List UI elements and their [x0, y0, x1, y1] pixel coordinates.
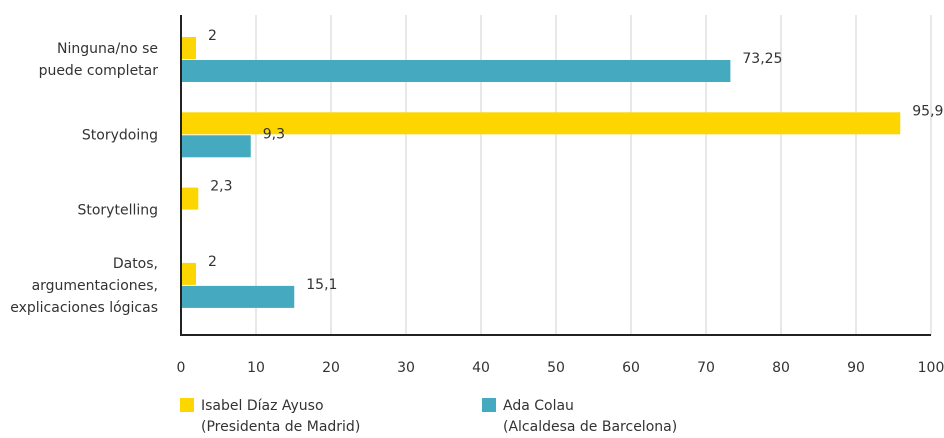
x-tick-label: 40 — [472, 360, 490, 376]
value-label: 2 — [208, 28, 217, 44]
legend-label: (Presidenta de Madrid) — [201, 419, 360, 435]
category-label: puede completar — [39, 63, 159, 79]
bar — [181, 135, 251, 158]
category-label: argumentaciones, — [32, 278, 158, 294]
bar — [181, 112, 901, 135]
legend-label: Isabel Díaz Ayuso — [201, 398, 324, 414]
x-tick-label: 0 — [177, 360, 186, 376]
x-tick-label: 80 — [772, 360, 790, 376]
bar — [181, 285, 295, 308]
x-tick-label: 50 — [547, 360, 565, 376]
bar — [181, 37, 196, 59]
x-tick-label: 20 — [322, 360, 340, 376]
value-label: 2 — [208, 254, 217, 270]
value-label: 2,3 — [210, 179, 232, 195]
bar — [181, 60, 731, 82]
x-tick-label: 60 — [622, 360, 640, 376]
x-tick-label: 70 — [697, 360, 715, 376]
x-tick-label: 10 — [247, 360, 265, 376]
legend-label: (Alcaldesa de Barcelona) — [503, 419, 677, 435]
bar — [181, 262, 196, 285]
value-label: 9,3 — [263, 126, 285, 142]
value-label: 15,1 — [306, 277, 337, 293]
value-label: 95,9 — [912, 103, 943, 119]
x-tick-label: 30 — [397, 360, 415, 376]
x-tick-label: 100 — [918, 360, 944, 376]
value-label: 73,25 — [742, 51, 782, 67]
category-label: Storydoing — [82, 127, 158, 143]
legend-swatch — [482, 398, 496, 412]
legend-swatch — [180, 398, 194, 412]
category-label: Datos, — [113, 256, 158, 272]
bar — [181, 187, 199, 210]
category-label: explicaciones lógicas — [10, 300, 158, 316]
category-label: Ninguna/no se — [57, 41, 158, 57]
x-tick-label: 90 — [847, 360, 865, 376]
category-label: Storytelling — [77, 203, 158, 219]
legend-label: Ada Colau — [503, 398, 574, 414]
